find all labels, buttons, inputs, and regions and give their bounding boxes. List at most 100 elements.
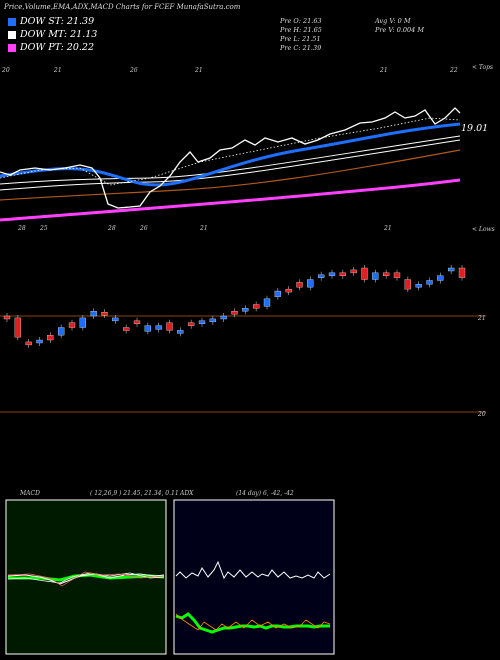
candle-down xyxy=(231,311,238,315)
candle-up xyxy=(58,327,65,336)
macd-panel: MACD ( 12,26,9 ) 21.45, 21.34, 0.11 xyxy=(5,490,179,655)
top-date-1: 20 xyxy=(1,67,10,74)
legend-dow-pt: DOW PT: 20.22 xyxy=(8,42,94,53)
macd-line-2 xyxy=(7,572,165,584)
candle-down xyxy=(3,315,11,320)
price-label: 19.01 xyxy=(461,123,488,134)
ema-pt-line xyxy=(0,178,461,222)
candle-down xyxy=(361,267,368,280)
lows-label: < Lows xyxy=(472,226,495,233)
candle-up xyxy=(437,275,444,281)
chart-title: Price,Volume,EMA,ADX,MACD Charts for FCE… xyxy=(4,3,241,11)
candle-up xyxy=(220,315,227,320)
legend-dow-st: DOW ST: 21.39 xyxy=(8,16,94,27)
adx-plus-line xyxy=(175,560,331,580)
legend-swatch-st xyxy=(8,17,16,26)
stat-pre-high: Pre H: 21.65 xyxy=(280,26,322,34)
candle-down xyxy=(253,304,260,309)
ema-mt-line xyxy=(0,135,461,185)
candles-group xyxy=(3,265,466,348)
candle-up xyxy=(307,279,314,288)
candle-down xyxy=(188,322,195,326)
candle-up xyxy=(263,298,271,307)
tops-label: < Tops xyxy=(472,64,493,71)
candle-up xyxy=(372,272,379,280)
candle-down xyxy=(123,327,130,331)
macd-label: MACD xyxy=(19,490,40,497)
candle-down xyxy=(47,335,54,341)
adx-box xyxy=(173,499,335,655)
top-date-6: 22 xyxy=(449,67,458,74)
legend-swatch-pt xyxy=(8,43,16,52)
bottom-date-3: 28 xyxy=(107,225,116,232)
candle-down xyxy=(101,312,108,316)
adx-params: (14 day) 6, -42, -42 xyxy=(236,490,294,497)
bottom-date-2: 25 xyxy=(39,225,48,232)
candle-down xyxy=(393,272,401,278)
candle-down xyxy=(350,269,357,274)
ema-panel: < Tops 19.01 20 21 26 21 21 22 28 25 28 … xyxy=(0,64,493,232)
bottom-date-1: 28 xyxy=(17,225,26,232)
candle-down xyxy=(166,322,173,331)
ema-lt-line xyxy=(0,149,461,201)
candle-up xyxy=(274,290,281,297)
candle-up xyxy=(79,317,86,328)
candle-panel: < Lows 21 20 xyxy=(0,226,495,418)
macd-params: ( 12,26,9 ) 21.45, 21.34, 0.11 xyxy=(90,490,179,497)
stat-pre-low: Pre L: 21.51 xyxy=(280,35,321,43)
adx-minus-line xyxy=(175,613,331,631)
macd-line-1 xyxy=(7,573,165,585)
candle-down xyxy=(285,288,292,293)
bottom-date-5: 21 xyxy=(199,225,208,232)
price-dotted-line xyxy=(0,117,461,186)
legend-label-pt: DOW PT: 20.22 xyxy=(20,42,94,53)
level-label-21: 21 xyxy=(477,315,486,322)
candle-down xyxy=(68,322,76,328)
candle-down xyxy=(458,267,466,278)
price-line xyxy=(0,107,461,209)
ema-mt2-line xyxy=(0,139,461,191)
candle-up xyxy=(242,308,249,312)
ema-st-line xyxy=(0,122,461,187)
candle-down xyxy=(339,272,346,276)
bottom-date-6: 21 xyxy=(383,225,392,232)
legend-label-st: DOW ST: 21.39 xyxy=(20,16,95,27)
candle-up xyxy=(318,274,325,278)
candle-down xyxy=(14,317,21,338)
adx-label: ADX xyxy=(179,490,194,497)
macd-line-3 xyxy=(7,571,165,587)
legend-dow-mt: DOW MT: 21.13 xyxy=(8,29,97,40)
stat-pre-volume: Pre V: 0.004 M xyxy=(375,26,425,34)
legend-label-mt: DOW MT: 21.13 xyxy=(20,29,98,40)
adx-line xyxy=(175,612,330,634)
adx-panel: ADX (14 day) 6, -42, -42 xyxy=(173,490,335,655)
candle-up xyxy=(426,280,433,285)
bottom-date-4: 26 xyxy=(139,225,148,232)
stat-pre-close: Pre C: 21.39 xyxy=(280,44,322,52)
candle-up xyxy=(177,330,184,334)
candle-up xyxy=(36,339,43,344)
candle-down xyxy=(383,272,390,276)
candle-up xyxy=(112,317,119,322)
candle-up xyxy=(328,272,336,276)
legend-swatch-mt xyxy=(8,30,16,39)
stat-avg-volume: Avg V: 0 M xyxy=(375,17,411,25)
top-date-5: 21 xyxy=(379,67,388,74)
candle-up xyxy=(198,320,206,324)
top-date-2: 21 xyxy=(53,67,62,74)
candle-down xyxy=(404,279,411,290)
level-label-20: 20 xyxy=(477,411,486,418)
candle-down xyxy=(25,341,32,346)
candle-down xyxy=(133,320,141,324)
candle-up xyxy=(448,267,455,272)
candle-up xyxy=(90,311,97,317)
candle-up xyxy=(209,318,216,323)
candle-up xyxy=(144,325,151,332)
candle-up xyxy=(155,325,162,330)
candle-up xyxy=(415,284,422,288)
stat-pre-open: Pre O: 21.63 xyxy=(280,17,322,25)
top-date-3: 26 xyxy=(129,67,138,74)
candle-down xyxy=(296,282,303,288)
top-date-4: 21 xyxy=(194,67,203,74)
